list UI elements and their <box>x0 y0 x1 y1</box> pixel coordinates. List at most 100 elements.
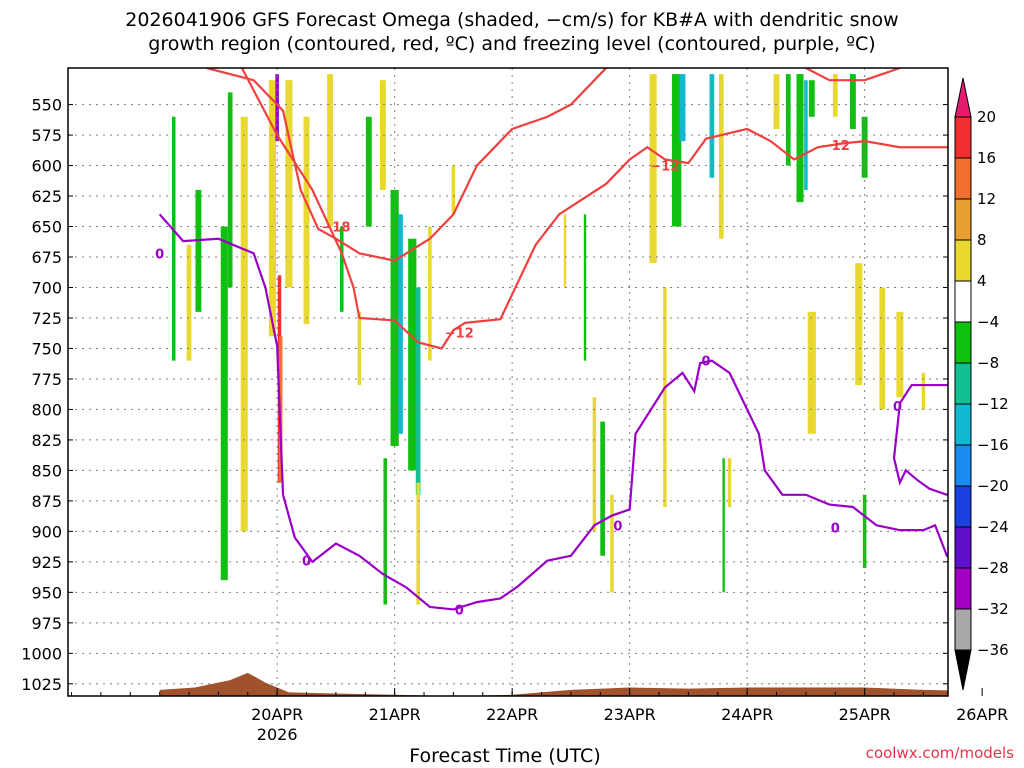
temperature-contour <box>206 68 607 262</box>
colorbar-label: 16 <box>977 149 996 167</box>
x-tick-label: 21APR <box>369 705 421 724</box>
terrain-layer <box>159 672 948 696</box>
x-tick-label: 26APR <box>956 705 1008 724</box>
omega-patch <box>807 311 816 434</box>
y-tick-label: 950 <box>31 583 62 602</box>
omega-patch <box>357 311 362 386</box>
colorbar-swatch <box>954 444 972 487</box>
omega-patch <box>171 116 176 361</box>
y-tick-label: 850 <box>31 461 62 480</box>
y-tick-label: 875 <box>31 492 62 511</box>
omega-patch <box>663 287 667 507</box>
x-tick-label: 22APR <box>486 705 538 724</box>
omega-patch <box>398 214 403 434</box>
colorbar-label: 4 <box>977 272 987 290</box>
omega-patch <box>722 458 725 593</box>
colorbar-label: 12 <box>977 190 996 208</box>
colorbar-swatch <box>954 526 972 569</box>
y-tick-label: 800 <box>31 400 62 419</box>
temperature-contour <box>805 68 901 82</box>
omega-patch <box>583 214 587 361</box>
omega-patch <box>796 74 804 203</box>
omega-patch <box>855 263 863 386</box>
omega-patch <box>303 116 310 325</box>
colorbar-label: −24 <box>977 518 1009 536</box>
omega-patch <box>592 397 597 532</box>
omega-patch <box>785 74 791 166</box>
colorbar-label: −20 <box>977 477 1009 495</box>
omega-patch <box>563 214 567 288</box>
colorbar-label: −32 <box>977 600 1009 618</box>
contour-label: −12 <box>650 160 679 175</box>
y-tick-label: 1000 <box>21 644 62 663</box>
omega-patch <box>832 74 838 117</box>
omega-patch <box>227 92 233 288</box>
colorbar-label: −4 <box>977 313 999 331</box>
colorbar-swatch <box>954 116 972 159</box>
contour-label: −18 <box>321 221 350 236</box>
x-tick-label: 24APR <box>721 705 773 724</box>
y-tick-label: 550 <box>31 96 62 115</box>
contour-label: 0 <box>702 355 711 370</box>
omega-patch <box>718 74 724 239</box>
colorbar-label: −36 <box>977 641 1009 659</box>
colorbar-label: 20 <box>977 108 996 126</box>
contour-label: −12 <box>821 139 850 154</box>
omega-patch <box>773 74 780 129</box>
omega-patch <box>610 494 614 593</box>
contour-label: 0 <box>613 519 622 534</box>
colorbar-swatch <box>954 321 972 364</box>
contour-label: −12 <box>445 327 474 342</box>
omega-patch <box>600 421 605 556</box>
y-tick-label: 825 <box>31 431 62 450</box>
y-tick-label: 700 <box>31 278 62 297</box>
omega-patch <box>649 74 657 264</box>
omega-patch <box>709 74 715 178</box>
y-tick-label: 1025 <box>21 675 62 694</box>
y-tick-label: 925 <box>31 553 62 572</box>
omega-patch <box>408 238 417 471</box>
omega-patch <box>240 116 248 532</box>
x-tick-label: 23APR <box>604 705 656 724</box>
freezing-level-contour <box>158 213 948 611</box>
omega-patch <box>383 458 388 605</box>
y-tick-label: 750 <box>31 339 62 358</box>
omega-patch <box>220 226 228 581</box>
chart-title: 2026041906 GFS Forecast Omega (shaded, −… <box>0 8 1024 56</box>
omega-patch <box>365 116 372 227</box>
terrain-area <box>159 672 948 696</box>
y-tick-label: 725 <box>31 309 62 328</box>
colorbar-bottom-arrow <box>954 649 972 691</box>
y-tick-label: 675 <box>31 248 62 267</box>
omega-patch <box>428 226 432 361</box>
omega-patch <box>285 80 293 288</box>
y-tick-label: 575 <box>31 126 62 145</box>
omega-patch <box>415 287 421 495</box>
y-tick-label: 625 <box>31 187 62 206</box>
credit-link[interactable]: coolwx.com/models <box>865 744 1014 762</box>
colorbar: 20 16 12 8 4 −4 −8 −12 −16 −20 −24 −28 −32 −36 <box>954 77 1009 691</box>
colorbar-swatch <box>954 239 972 282</box>
chart-title-line1: 2026041906 GFS Forecast Omega (shaded, −… <box>125 9 899 31</box>
y-tick-label: 775 <box>31 370 62 389</box>
colorbar-label: −28 <box>977 559 1009 577</box>
colorbar-swatch <box>954 198 972 241</box>
x-tick-sublabel: 2026 <box>257 725 298 744</box>
contour-label: 0 <box>155 247 164 262</box>
omega-patch <box>727 458 732 507</box>
omega-patch <box>804 80 808 190</box>
omega-patch <box>186 244 192 361</box>
temperature-contour <box>240 68 948 350</box>
chart-title-line2: growth region (contoured, red, ºC) and f… <box>148 33 876 55</box>
x-axis-label: Forecast Time (UTC) <box>409 745 601 767</box>
omega-patch <box>195 189 202 312</box>
omega-patch <box>390 189 399 447</box>
colorbar-top-arrow <box>954 77 972 118</box>
omega-patch <box>861 116 868 178</box>
colorbar-swatch <box>954 362 972 405</box>
omega-patch <box>879 287 886 410</box>
colorbar-swatch <box>954 608 972 651</box>
freezing-level-contour <box>892 383 948 497</box>
